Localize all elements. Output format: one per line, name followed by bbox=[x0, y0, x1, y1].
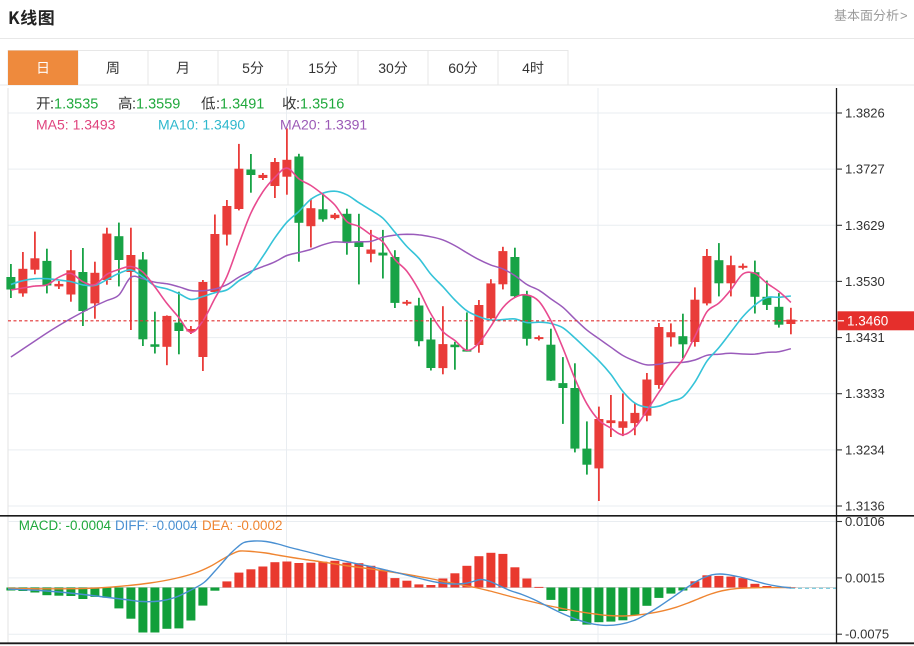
svg-text:MACD: -0.0004: MACD: -0.0004 bbox=[19, 518, 112, 533]
svg-text:MA5: 1.3493: MA5: 1.3493 bbox=[36, 117, 116, 133]
svg-text:1.3535: 1.3535 bbox=[54, 97, 98, 113]
svg-text:1: 1 bbox=[308, 60, 316, 76]
svg-text:>: > bbox=[900, 8, 908, 23]
svg-text:5: 5 bbox=[242, 60, 250, 76]
svg-text::: : bbox=[296, 97, 300, 113]
svg-text::: : bbox=[132, 97, 136, 113]
svg-text:1.3234: 1.3234 bbox=[845, 442, 885, 457]
svg-text:0.0106: 0.0106 bbox=[845, 514, 885, 529]
svg-text:0.0015: 0.0015 bbox=[845, 570, 885, 585]
svg-text:1.3136: 1.3136 bbox=[845, 499, 885, 514]
svg-text:6: 6 bbox=[448, 60, 456, 76]
svg-text:MA10: 1.3490: MA10: 1.3490 bbox=[158, 117, 245, 133]
svg-text::: : bbox=[50, 97, 54, 113]
svg-text:1.3530: 1.3530 bbox=[845, 274, 885, 289]
svg-text:1.3516: 1.3516 bbox=[300, 97, 344, 113]
svg-text:1.3333: 1.3333 bbox=[845, 386, 885, 401]
svg-text:1.3431: 1.3431 bbox=[845, 330, 885, 345]
svg-text:5: 5 bbox=[316, 60, 324, 76]
svg-text:-0.0075: -0.0075 bbox=[845, 627, 889, 642]
svg-text:1.3629: 1.3629 bbox=[845, 218, 885, 233]
svg-text:0: 0 bbox=[386, 60, 394, 76]
svg-text:4: 4 bbox=[522, 60, 530, 76]
svg-text:1.3826: 1.3826 bbox=[845, 106, 885, 121]
svg-text:1.3559: 1.3559 bbox=[136, 97, 180, 113]
svg-text:3: 3 bbox=[378, 60, 386, 76]
svg-text:DIFF: -0.0004: DIFF: -0.0004 bbox=[115, 518, 198, 533]
svg-text:MA20: 1.3391: MA20: 1.3391 bbox=[280, 117, 367, 133]
svg-text:DEA: -0.0002: DEA: -0.0002 bbox=[202, 518, 282, 533]
svg-text:1.3491: 1.3491 bbox=[220, 97, 264, 113]
svg-text:1.3460: 1.3460 bbox=[847, 314, 888, 329]
svg-text:1.3727: 1.3727 bbox=[845, 162, 885, 177]
svg-text:0: 0 bbox=[456, 60, 464, 76]
svg-text::: : bbox=[216, 97, 220, 113]
